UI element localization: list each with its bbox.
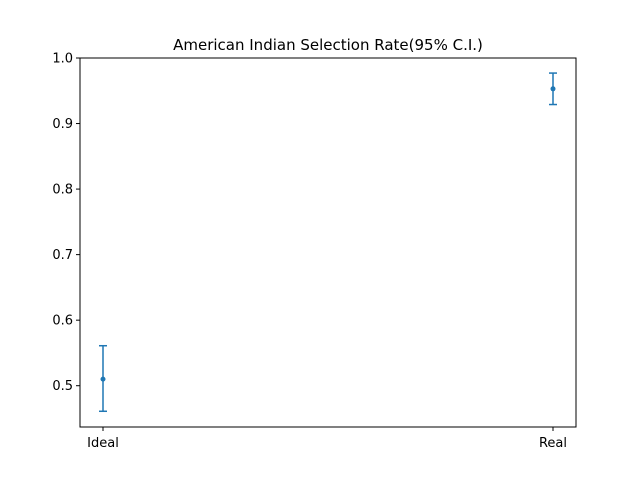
error-bar-series — [99, 72, 557, 413]
x-tick-label: Real — [539, 436, 567, 451]
data-point — [100, 376, 106, 382]
y-tick-label: 1.0 — [52, 52, 73, 67]
x-tick-label: Ideal — [87, 436, 119, 451]
data-point — [550, 86, 556, 92]
y-tick-label: 0.8 — [52, 183, 73, 198]
y-tick-label: 0.5 — [52, 379, 73, 394]
y-tick-label: 0.6 — [52, 314, 73, 329]
y-tick-label: 0.7 — [52, 248, 73, 263]
y-tick-label: 0.9 — [52, 117, 73, 132]
x-axis: Ideal Real — [87, 427, 567, 451]
y-axis: 0.5 0.6 0.7 0.8 0.9 1.0 — [52, 52, 80, 394]
plot-area-frame — [79, 57, 577, 428]
chart-title: American Indian Selection Rate(95% C.I.) — [173, 36, 483, 54]
